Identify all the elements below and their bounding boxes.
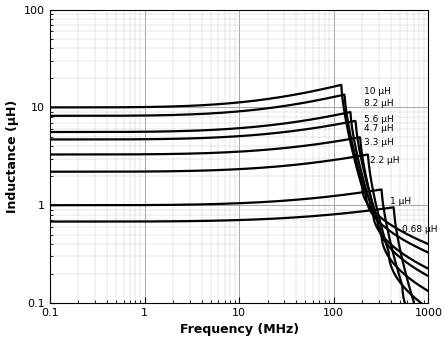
Text: 3.3 μH: 3.3 μH <box>364 138 394 147</box>
Text: 4.7 μH: 4.7 μH <box>364 124 394 133</box>
Text: 1 μH: 1 μH <box>390 197 411 207</box>
Text: 5.6 μH: 5.6 μH <box>364 115 394 123</box>
Text: 0.68 μH: 0.68 μH <box>402 225 438 234</box>
Text: 2.2 μH: 2.2 μH <box>370 156 399 165</box>
X-axis label: Frequency (MHz): Frequency (MHz) <box>180 324 299 337</box>
Text: 10 μH: 10 μH <box>364 87 391 96</box>
Y-axis label: Inductance (μH): Inductance (μH) <box>5 100 18 213</box>
Text: 8.2 μH: 8.2 μH <box>364 99 394 108</box>
